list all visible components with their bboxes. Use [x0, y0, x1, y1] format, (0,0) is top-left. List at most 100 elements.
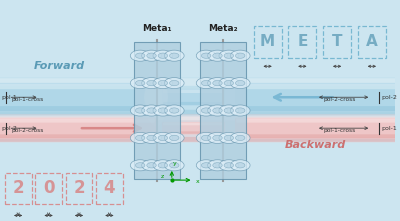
Circle shape: [164, 105, 184, 116]
Circle shape: [208, 160, 227, 171]
FancyBboxPatch shape: [0, 137, 396, 142]
Circle shape: [208, 132, 227, 143]
FancyBboxPatch shape: [0, 118, 156, 139]
Circle shape: [164, 78, 184, 89]
Circle shape: [208, 50, 227, 61]
Circle shape: [196, 78, 216, 89]
Text: pol-2-cross: pol-2-cross: [11, 128, 44, 133]
FancyBboxPatch shape: [0, 83, 156, 112]
Circle shape: [236, 108, 245, 113]
Text: Backward: Backward: [284, 140, 346, 150]
Circle shape: [213, 135, 222, 141]
Circle shape: [196, 132, 216, 143]
FancyBboxPatch shape: [0, 118, 155, 123]
Circle shape: [170, 135, 179, 141]
Circle shape: [224, 135, 234, 141]
Circle shape: [130, 160, 150, 171]
Circle shape: [201, 80, 211, 86]
Circle shape: [153, 160, 173, 171]
Circle shape: [147, 53, 156, 58]
FancyBboxPatch shape: [0, 114, 397, 142]
Text: 2: 2: [73, 179, 85, 197]
Text: pol-1: pol-1: [1, 95, 17, 100]
Text: pol-2: pol-2: [1, 126, 17, 131]
Circle shape: [219, 50, 239, 61]
Text: M: M: [260, 34, 275, 50]
Circle shape: [201, 53, 211, 58]
Circle shape: [136, 135, 145, 141]
Circle shape: [153, 78, 173, 89]
Text: z: z: [160, 174, 164, 179]
Circle shape: [236, 135, 245, 141]
Circle shape: [196, 105, 216, 116]
Circle shape: [147, 80, 156, 86]
Circle shape: [230, 105, 250, 116]
Circle shape: [164, 132, 184, 143]
Circle shape: [130, 78, 150, 89]
FancyBboxPatch shape: [163, 123, 224, 125]
Circle shape: [158, 163, 168, 168]
Circle shape: [213, 163, 222, 168]
Circle shape: [236, 53, 245, 58]
FancyBboxPatch shape: [163, 102, 224, 105]
Circle shape: [224, 80, 234, 86]
Circle shape: [170, 80, 179, 86]
FancyBboxPatch shape: [235, 83, 397, 112]
FancyBboxPatch shape: [236, 118, 396, 123]
Text: pol-1-cross: pol-1-cross: [11, 97, 43, 102]
Text: 4: 4: [104, 179, 115, 197]
FancyBboxPatch shape: [0, 78, 397, 117]
FancyBboxPatch shape: [163, 131, 224, 134]
Ellipse shape: [144, 69, 168, 126]
Circle shape: [224, 53, 234, 58]
FancyBboxPatch shape: [0, 84, 155, 89]
Text: T: T: [332, 34, 342, 50]
Circle shape: [147, 135, 156, 141]
Circle shape: [153, 50, 173, 61]
FancyBboxPatch shape: [0, 110, 396, 116]
Circle shape: [158, 80, 168, 86]
Circle shape: [236, 80, 245, 86]
Ellipse shape: [144, 84, 168, 110]
FancyBboxPatch shape: [162, 89, 225, 106]
Text: pol-1: pol-1: [381, 126, 397, 131]
Circle shape: [208, 105, 227, 116]
FancyBboxPatch shape: [0, 106, 155, 111]
Text: Meta₁: Meta₁: [142, 24, 172, 33]
Circle shape: [196, 160, 216, 171]
Text: E: E: [297, 34, 308, 50]
Circle shape: [147, 163, 156, 168]
Circle shape: [130, 132, 150, 143]
Circle shape: [170, 53, 179, 58]
FancyBboxPatch shape: [236, 134, 396, 138]
Ellipse shape: [144, 77, 168, 117]
Text: y: y: [173, 161, 177, 166]
FancyBboxPatch shape: [162, 122, 225, 134]
Circle shape: [130, 50, 150, 61]
Circle shape: [164, 50, 184, 61]
Circle shape: [136, 80, 145, 86]
Circle shape: [219, 132, 239, 143]
Circle shape: [201, 163, 211, 168]
Text: 0: 0: [43, 179, 54, 197]
Circle shape: [224, 163, 234, 168]
Text: 2: 2: [12, 179, 24, 197]
Circle shape: [208, 78, 227, 89]
Circle shape: [153, 132, 173, 143]
Text: pol-2: pol-2: [381, 95, 397, 100]
Circle shape: [230, 50, 250, 61]
Circle shape: [219, 105, 239, 116]
Circle shape: [153, 105, 173, 116]
Circle shape: [142, 160, 161, 171]
Circle shape: [136, 108, 145, 113]
Circle shape: [213, 53, 222, 58]
FancyBboxPatch shape: [0, 114, 396, 120]
Circle shape: [219, 78, 239, 89]
Circle shape: [170, 163, 179, 168]
Circle shape: [130, 105, 150, 116]
Circle shape: [142, 105, 161, 116]
Circle shape: [230, 160, 250, 171]
Text: A: A: [366, 34, 378, 50]
Circle shape: [158, 53, 168, 58]
Circle shape: [136, 163, 145, 168]
